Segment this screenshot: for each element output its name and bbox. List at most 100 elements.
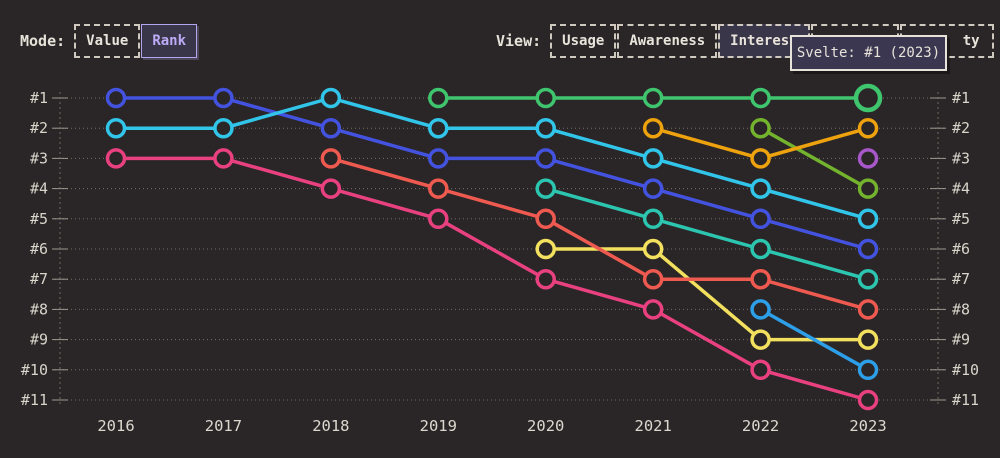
year-label: 2020 [527,417,564,435]
line-royal-blue [114,96,870,251]
point-royal-blue-2017[interactable] [213,87,234,109]
view-controls: View: Usage Awareness Interest ty [496,24,994,58]
rank-label-left: #1 [30,89,48,107]
point-svelte-2023[interactable] [853,83,883,113]
point-pink-2017[interactable] [213,148,234,169]
point-pink-2016[interactable] [105,148,127,169]
point-pink-2023[interactable] [857,389,879,411]
point-royal-blue-2022[interactable] [750,208,771,230]
rank-label-left: #3 [30,149,48,167]
point-teal-2022[interactable] [750,238,771,260]
point-royal-blue-2021[interactable] [642,178,664,199]
point-cyan-2017[interactable] [213,117,234,139]
view-button-awareness[interactable]: Awareness [617,24,718,58]
rank-label-left: #2 [30,119,48,137]
point-orange-2021[interactable] [642,117,664,139]
line-salmon [329,156,870,312]
point-yellow-2022[interactable] [750,329,771,350]
rank-label-left: #6 [30,240,48,258]
view-button-usage[interactable]: Usage [550,24,617,58]
point-salmon-2022[interactable] [750,268,771,290]
rank-label-left: #4 [30,180,48,198]
point-salmon-2020[interactable] [535,208,556,230]
line-pink [114,156,870,402]
point-svelte-2021[interactable] [642,87,664,109]
point-salmon-2018[interactable] [320,148,342,169]
rank-label-right: #3 [952,149,970,167]
point-cyan-2022[interactable] [750,178,771,199]
point-royal-blue-2016[interactable] [105,87,127,109]
point-yellow-2023[interactable] [857,329,879,350]
year-label: 2016 [97,417,134,435]
point-salmon-2019[interactable] [428,178,449,199]
point-royal-blue-2018[interactable] [320,117,342,139]
point-pink-2018[interactable] [320,178,342,199]
point-pink-2020[interactable] [535,268,556,290]
point-cyan-2016[interactable] [105,117,127,139]
year-label: 2023 [849,417,886,435]
point-sky-blue-2022[interactable] [750,299,771,320]
rank-label-left: #8 [30,300,48,318]
line-cyan [114,96,870,221]
rank-label-right: #11 [952,391,979,409]
point-lime-2022[interactable] [750,117,771,139]
point-cyan-2018[interactable] [320,87,342,109]
point-lime-2023[interactable] [857,178,879,199]
point-yellow-2020[interactable] [535,238,556,260]
year-label: 2017 [205,417,242,435]
point-cyan-2021[interactable] [642,148,664,169]
rank-label-right: #9 [952,331,970,349]
point-royal-blue-2019[interactable] [428,148,449,169]
point-cyan-2019[interactable] [428,117,449,139]
mode-label: Mode: [20,32,66,50]
point-yellow-2021[interactable] [642,238,664,260]
rank-label-right: #4 [952,180,970,198]
rank-label-left: #7 [30,270,48,288]
point-pink-2019[interactable] [428,208,449,230]
year-label: 2022 [742,417,779,435]
line-teal [543,186,870,281]
mode-button-rank[interactable]: Rank [141,24,198,58]
line-lime [758,126,870,191]
point-royal-blue-2020[interactable] [535,148,556,169]
rank-label-right: #6 [952,240,970,258]
point-teal-2021[interactable] [642,208,664,230]
year-label: 2018 [312,417,349,435]
rank-label-right: #7 [952,270,970,288]
point-svelte-2020[interactable] [535,87,556,109]
point-salmon-2023[interactable] [857,299,879,320]
point-svelte-2019[interactable] [428,87,449,109]
rank-label-left: #11 [21,391,48,409]
point-pink-2022[interactable] [750,359,771,381]
point-royal-blue-2023[interactable] [857,238,879,260]
rank-label-right: #10 [952,361,979,379]
point-salmon-2021[interactable] [642,268,664,290]
line-sky-blue [758,307,870,372]
point-svelte-2022[interactable] [750,87,771,109]
rank-label-right: #1 [952,89,970,107]
view-label: View: [496,32,542,50]
point-pink-2021[interactable] [642,299,664,320]
point-teal-2023[interactable] [857,268,879,290]
mode-button-group: Value Rank [74,24,198,58]
chart-tooltip: Svelte: #1 (2023) [790,35,947,71]
rank-label-left: #10 [21,361,48,379]
point-orange-2023[interactable] [857,117,879,139]
point-cyan-2023[interactable] [857,208,879,230]
rank-label-right: #8 [952,300,970,318]
mode-button-value[interactable]: Value [74,24,141,58]
point-sky-blue-2023[interactable] [857,359,879,381]
rank-label-left: #5 [30,210,48,228]
year-label: 2021 [634,417,671,435]
year-label: 2019 [420,417,457,435]
point-teal-2020[interactable] [535,178,556,199]
rank-label-right: #2 [952,119,970,137]
rank-label-left: #9 [30,331,48,349]
point-purple-2023[interactable] [857,148,879,169]
point-cyan-2020[interactable] [535,117,556,139]
mode-controls: Mode: Value Rank [20,24,198,58]
view-button-group: Usage Awareness Interest ty [550,24,994,58]
point-orange-2022[interactable] [750,148,771,169]
